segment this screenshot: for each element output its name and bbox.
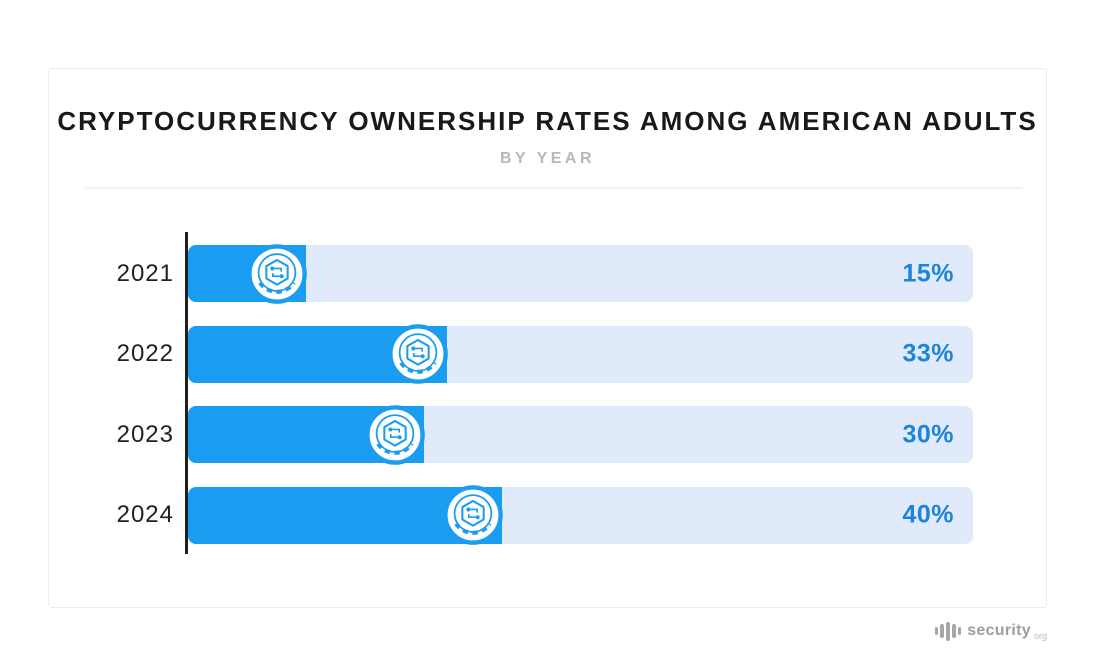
value-label: 15% xyxy=(902,259,954,287)
crypto-coin-icon xyxy=(443,485,503,545)
y-axis-line xyxy=(185,232,188,554)
bar-row: 2022 33% xyxy=(49,324,1046,384)
bar-row: 2021 15% xyxy=(49,243,1046,304)
crypto-coin-icon xyxy=(388,324,448,384)
bar-row: 2024 40% xyxy=(49,485,1046,545)
crypto-coin-icon xyxy=(246,243,307,304)
brand-tld: org xyxy=(1033,631,1047,641)
brand-name: security xyxy=(967,622,1031,639)
chart-subtitle: BY YEAR xyxy=(499,150,596,167)
value-label: 33% xyxy=(902,339,954,368)
bar-row: 2023 30% xyxy=(49,404,1046,465)
bar-area: 15% xyxy=(188,243,973,304)
bar-track: 33% xyxy=(188,325,973,383)
bar-area: 40% xyxy=(188,485,973,545)
crypto-coin-icon xyxy=(364,404,425,465)
chart-title: CRYPTOCURRENCY OWNERSHIP RATES AMONG AME… xyxy=(57,106,1038,136)
year-label: 2021 xyxy=(116,259,174,287)
bar-track: 30% xyxy=(188,406,973,463)
year-label: 2024 xyxy=(116,501,174,528)
year-label: 2023 xyxy=(116,420,174,448)
equalizer-bars-icon xyxy=(935,621,962,641)
security-org-logo: security org xyxy=(935,618,1047,644)
bar-track: 40% xyxy=(188,486,973,544)
value-label: 40% xyxy=(902,500,954,529)
year-label: 2022 xyxy=(116,340,174,367)
chart-rows: 2021 15% 2022 33% xyxy=(49,243,1046,567)
bar-area: 30% xyxy=(188,404,973,465)
value-label: 30% xyxy=(902,420,954,448)
chart-header: CRYPTOCURRENCY OWNERSHIP RATES AMONG AME… xyxy=(49,106,1046,168)
header-divider xyxy=(85,187,1023,189)
bar-area: 33% xyxy=(188,324,973,384)
chart-card: CRYPTOCURRENCY OWNERSHIP RATES AMONG AME… xyxy=(48,68,1047,608)
